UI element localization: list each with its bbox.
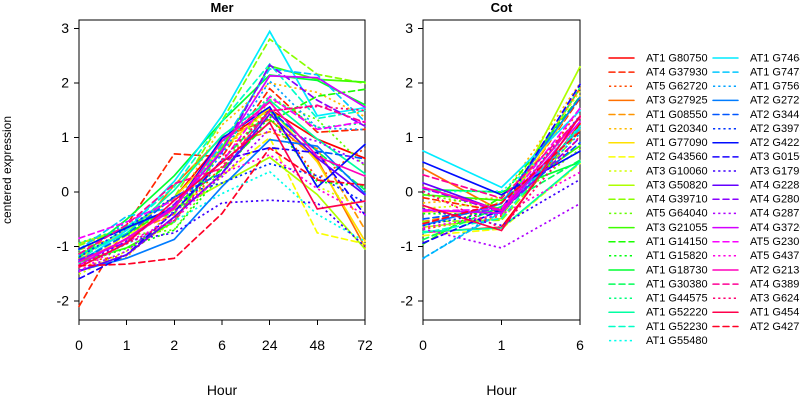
svg-text:AT1 G4547: AT1 G4547: [750, 307, 800, 319]
svg-text:AT4 G3897: AT4 G3897: [750, 278, 800, 290]
svg-text:AT4 G39710: AT4 G39710: [646, 194, 708, 206]
svg-text:AT1 G15820: AT1 G15820: [646, 250, 708, 262]
svg-text:0: 0: [75, 337, 83, 353]
svg-text:AT3 G6241: AT3 G6241: [750, 293, 800, 305]
svg-text:AT1 G18730: AT1 G18730: [646, 264, 708, 276]
svg-text:AT3 G50820: AT3 G50820: [646, 180, 708, 192]
svg-text:centered expression: centered expression: [0, 116, 14, 224]
svg-text:-2: -2: [401, 292, 414, 308]
svg-text:AT1 G30380: AT1 G30380: [646, 278, 708, 290]
svg-text:AT3 G27925: AT3 G27925: [646, 95, 708, 107]
svg-text:1: 1: [498, 337, 506, 353]
svg-text:1: 1: [123, 337, 131, 353]
svg-text:AT1 G77090: AT1 G77090: [646, 137, 708, 149]
svg-text:AT1 G7473: AT1 G7473: [750, 66, 800, 78]
svg-text:6: 6: [576, 337, 584, 353]
svg-text:Hour: Hour: [207, 382, 238, 398]
svg-text:Cot: Cot: [491, 0, 513, 15]
svg-text:0: 0: [419, 337, 427, 353]
svg-text:1: 1: [405, 129, 413, 145]
svg-text:AT2 G3973: AT2 G3973: [750, 123, 800, 135]
svg-text:AT5 G62720: AT5 G62720: [646, 81, 708, 93]
svg-text:3: 3: [405, 20, 413, 36]
svg-text:-2: -2: [57, 292, 70, 308]
svg-text:Hour: Hour: [486, 382, 517, 398]
svg-text:3: 3: [61, 20, 69, 36]
svg-text:24: 24: [262, 337, 278, 353]
svg-text:0: 0: [405, 184, 413, 200]
svg-text:72: 72: [357, 337, 373, 353]
svg-text:AT4 G3720: AT4 G3720: [750, 222, 800, 234]
svg-text:AT1 G7569: AT1 G7569: [750, 81, 800, 93]
svg-text:AT4 G2802: AT4 G2802: [750, 194, 800, 206]
svg-text:AT4 G2875: AT4 G2875: [750, 208, 800, 220]
svg-text:AT3 G1793: AT3 G1793: [750, 165, 800, 177]
svg-text:Mer: Mer: [210, 0, 233, 15]
svg-text:1: 1: [61, 129, 69, 145]
svg-text:AT3 G0150: AT3 G0150: [750, 151, 800, 163]
svg-text:2: 2: [61, 75, 69, 91]
svg-text:-1: -1: [57, 238, 70, 254]
svg-text:AT5 G64040: AT5 G64040: [646, 208, 708, 220]
svg-text:AT1 G55480: AT1 G55480: [646, 335, 708, 347]
svg-text:AT2 G4222: AT2 G4222: [750, 137, 800, 149]
svg-text:AT1 G7464: AT1 G7464: [750, 52, 800, 64]
svg-text:AT2 G3446: AT2 G3446: [750, 109, 800, 121]
svg-text:AT1 G52230: AT1 G52230: [646, 321, 708, 333]
svg-text:2: 2: [170, 337, 178, 353]
svg-text:AT5 G2306: AT5 G2306: [750, 236, 800, 248]
svg-text:AT1 G44575: AT1 G44575: [646, 293, 708, 305]
svg-text:AT4 G37930: AT4 G37930: [646, 66, 708, 78]
svg-text:AT1 G52220: AT1 G52220: [646, 307, 708, 319]
svg-text:AT2 G4277: AT2 G4277: [750, 321, 800, 333]
svg-text:AT1 G80750: AT1 G80750: [646, 52, 708, 64]
svg-text:AT2 G43560: AT2 G43560: [646, 151, 708, 163]
svg-text:AT2 G2729: AT2 G2729: [750, 95, 800, 107]
svg-text:AT1 G08550: AT1 G08550: [646, 109, 708, 121]
svg-text:AT3 G21055: AT3 G21055: [646, 222, 708, 234]
svg-text:-1: -1: [401, 238, 414, 254]
svg-text:2: 2: [405, 75, 413, 91]
svg-text:AT1 G20340: AT1 G20340: [646, 123, 708, 135]
svg-text:AT2 G2133: AT2 G2133: [750, 264, 800, 276]
svg-text:AT4 G2289: AT4 G2289: [750, 180, 800, 192]
svg-text:6: 6: [218, 337, 226, 353]
svg-text:0: 0: [61, 184, 69, 200]
svg-text:AT1 G14150: AT1 G14150: [646, 236, 708, 248]
svg-text:AT5 G4375: AT5 G4375: [750, 250, 800, 262]
svg-text:48: 48: [310, 337, 326, 353]
svg-text:AT3 G10060: AT3 G10060: [646, 165, 708, 177]
